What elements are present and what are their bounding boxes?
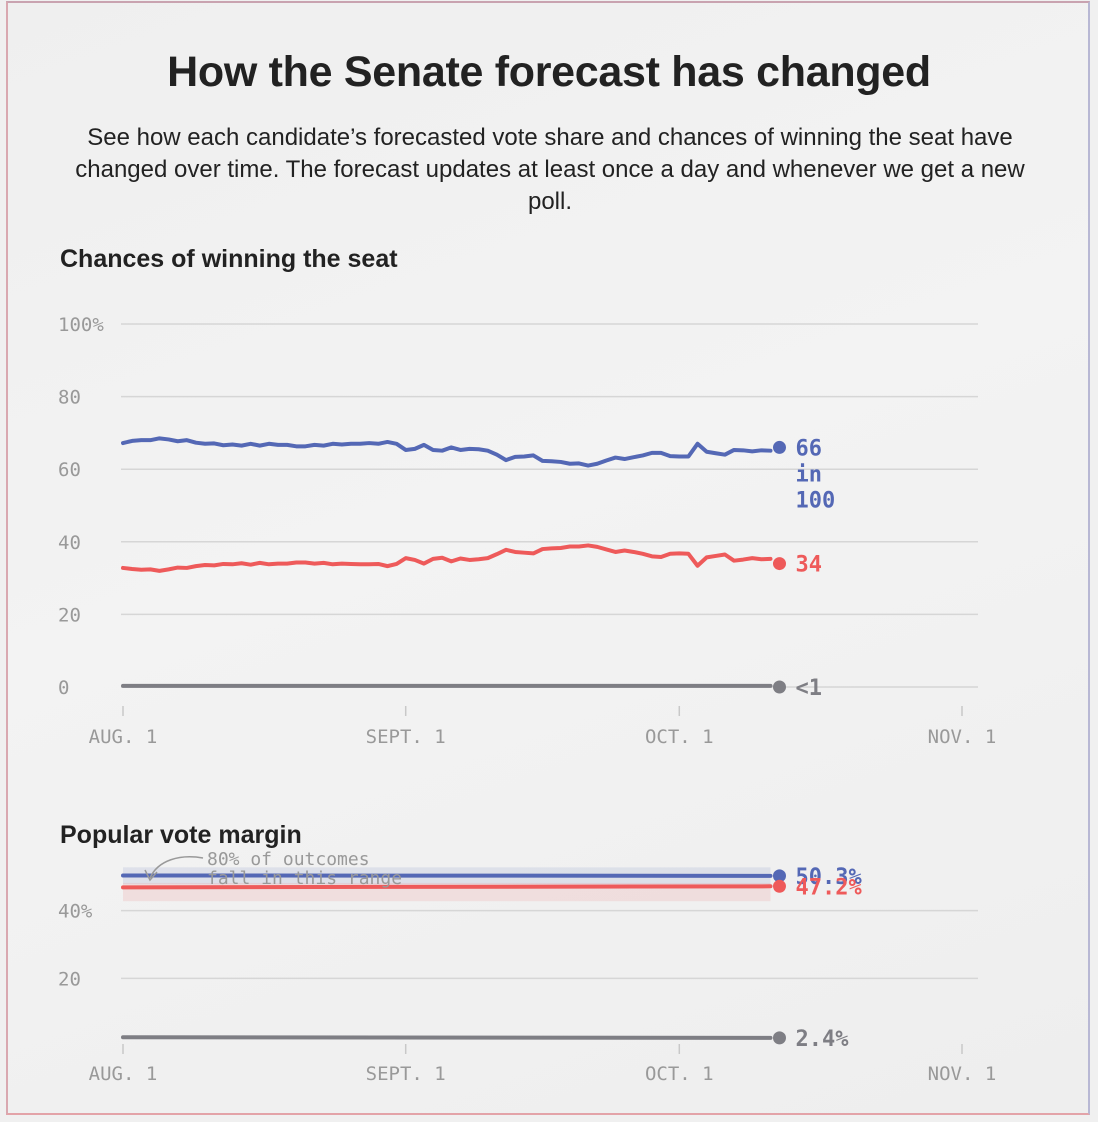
x-tick-label: NOV. 1: [928, 726, 997, 748]
red-series-line: [121, 884, 773, 890]
gray-end-label: 2.4%: [795, 1027, 849, 1052]
chance-chart-title: Chances of winning the seat: [60, 245, 398, 273]
x-tick-label: OCT. 1: [645, 726, 714, 748]
vote-margin-chart: 40% 20 AUG. 1 SEPT. 1 OCT. 1 NOV. 1 50.3%47.2%…: [58, 849, 997, 1085]
blue-end-label: 50.3%: [795, 865, 862, 890]
red-series-line: [121, 543, 773, 573]
chart-frame: [6, 1, 1090, 1115]
x-tick-label: AUG. 1: [89, 726, 158, 748]
x-tick-label: SEPT. 1: [366, 1063, 446, 1085]
gray-end-marker: [772, 680, 786, 694]
y-tick-label: 80: [58, 387, 81, 409]
y-tick-label: 60: [58, 459, 81, 481]
y-tick-label: 20: [58, 968, 81, 990]
red-end-label: 34: [795, 553, 822, 578]
blue-end-label: in: [795, 462, 822, 487]
red-end-marker: [772, 879, 786, 893]
blue-end-marker: [772, 869, 786, 883]
page-title: How the Senate forecast has changed: [167, 48, 931, 96]
y-tick-label: 40: [58, 532, 81, 554]
gray-series-line: [121, 1035, 773, 1040]
vote-chart-title: Popular vote margin: [60, 821, 302, 849]
y-tick-label: 20: [58, 604, 81, 626]
annotation-arrowhead: [144, 869, 158, 882]
annotation-arrow: [149, 856, 204, 879]
blue-end-label: 66: [795, 436, 822, 461]
x-tick-label: NOV. 1: [928, 1063, 997, 1085]
y-tick-label: 100%: [58, 314, 104, 336]
blue-series-line: [121, 436, 773, 468]
y-tick-label: 0: [58, 677, 69, 699]
gray-end-label: <1: [795, 676, 822, 701]
chance-chart: 100% 80 60 40 20 0 AUG. 1 SEPT. 1 OCT. 1 NOV. 1 66…: [58, 314, 997, 748]
x-tick-label: OCT. 1: [645, 1063, 714, 1085]
x-tick-label: SEPT. 1: [366, 726, 446, 748]
range-annotation: 80% of outcomes: [207, 849, 370, 870]
blue-end-marker: [772, 440, 786, 454]
red-end-marker: [772, 557, 786, 571]
red-end-label: 47.2%: [795, 875, 862, 900]
x-tick-label: AUG. 1: [89, 1063, 158, 1085]
blue-end-label: 100: [795, 488, 835, 513]
page-subtitle: See how each candidate’s forecasted vote…: [75, 124, 1025, 215]
range-annotation: fall in this range: [207, 868, 402, 889]
y-tick-label: 40%: [58, 901, 93, 923]
gray-end-marker: [772, 1031, 786, 1045]
